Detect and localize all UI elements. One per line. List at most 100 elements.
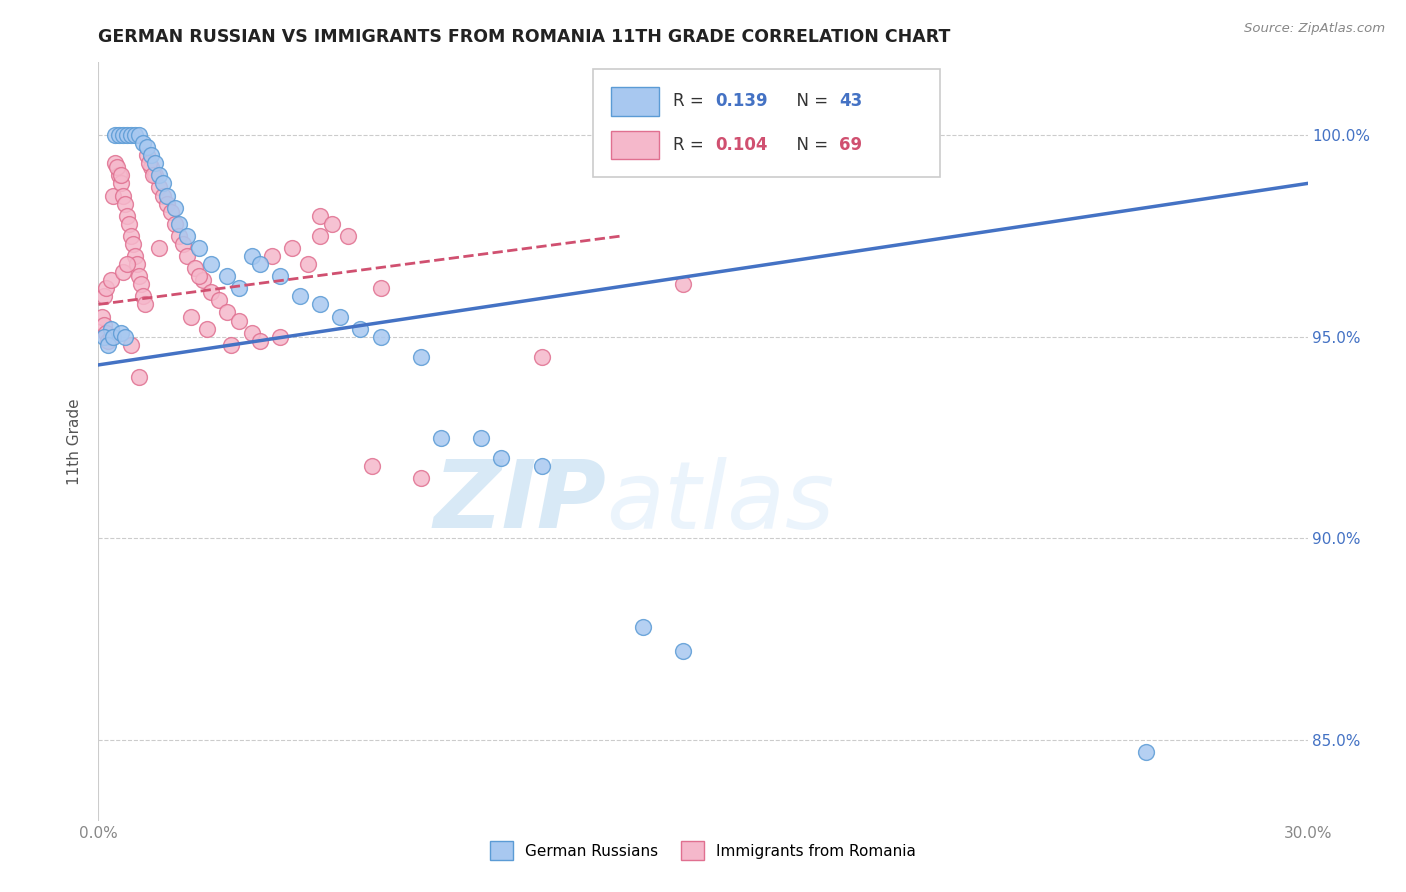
Point — [297, 257, 319, 271]
Point — [132, 289, 155, 303]
Point — [93, 318, 115, 332]
Text: 0.139: 0.139 — [716, 93, 768, 111]
Point — [97, 334, 120, 348]
Point — [361, 458, 384, 473]
Point — [288, 289, 311, 303]
Point — [115, 128, 138, 142]
Point — [114, 329, 136, 343]
Point — [129, 277, 152, 292]
Point — [96, 281, 118, 295]
Text: 0.104: 0.104 — [716, 136, 768, 153]
Text: atlas: atlas — [606, 457, 835, 548]
Point — [125, 257, 148, 271]
Point — [139, 161, 162, 175]
Point — [193, 273, 215, 287]
Point — [409, 471, 432, 485]
Point — [309, 209, 332, 223]
Point — [120, 337, 142, 351]
Text: GERMAN RUSSIAN VS IMMIGRANTS FROM ROMANIA 11TH GRADE CORRELATION CHART: GERMAN RUSSIAN VS IMMIGRANTS FROM ROMANI… — [98, 28, 950, 45]
Text: Source: ZipAtlas.com: Source: ZipAtlas.com — [1244, 22, 1385, 36]
Point — [176, 228, 198, 243]
Point — [100, 321, 122, 335]
Point — [195, 321, 218, 335]
Point — [167, 217, 190, 231]
Point — [249, 334, 271, 348]
Point — [228, 313, 250, 327]
Point — [135, 148, 157, 162]
Point — [124, 249, 146, 263]
Point — [96, 326, 118, 340]
Point — [1135, 745, 1157, 759]
Point — [156, 196, 179, 211]
Point — [110, 169, 132, 183]
Point — [148, 180, 170, 194]
Point — [188, 241, 211, 255]
Point — [240, 249, 263, 263]
Point — [110, 326, 132, 340]
Point — [260, 249, 283, 263]
Text: N =: N = — [786, 136, 834, 153]
Point — [152, 177, 174, 191]
Point — [152, 188, 174, 202]
Point — [631, 620, 654, 634]
Point — [184, 261, 207, 276]
Point — [337, 228, 360, 243]
Point — [156, 188, 179, 202]
Point — [103, 128, 125, 142]
Point — [121, 236, 143, 251]
Point — [128, 128, 150, 142]
Point — [269, 269, 291, 284]
Point — [115, 257, 138, 271]
Text: R =: R = — [673, 93, 710, 111]
Point — [530, 350, 553, 364]
Point — [97, 337, 120, 351]
Point — [105, 161, 128, 175]
Point — [470, 430, 492, 444]
Point — [163, 217, 186, 231]
Point — [114, 196, 136, 211]
Text: ZIP: ZIP — [433, 456, 606, 549]
Point — [93, 329, 115, 343]
Point — [143, 169, 166, 183]
Point — [672, 277, 695, 292]
Point — [103, 156, 125, 170]
Point — [111, 265, 134, 279]
Point — [148, 241, 170, 255]
Point — [100, 329, 122, 343]
Point — [269, 329, 291, 343]
Point — [200, 257, 222, 271]
Point — [167, 228, 190, 243]
Point — [281, 241, 304, 255]
Point — [128, 269, 150, 284]
Point — [491, 450, 513, 465]
Point — [180, 310, 202, 324]
Y-axis label: 11th Grade: 11th Grade — [67, 398, 83, 485]
Legend: German Russians, Immigrants from Romania: German Russians, Immigrants from Romania — [484, 835, 922, 866]
Point — [107, 128, 129, 142]
Text: 69: 69 — [839, 136, 862, 153]
Point — [409, 350, 432, 364]
Point — [107, 169, 129, 183]
Point — [118, 217, 141, 231]
Point — [115, 209, 138, 223]
Point — [124, 128, 146, 142]
Point — [139, 148, 162, 162]
Point — [132, 136, 155, 150]
Point — [176, 249, 198, 263]
Point — [221, 337, 243, 351]
Point — [143, 156, 166, 170]
Point — [240, 326, 263, 340]
Point — [142, 169, 165, 183]
Point — [309, 297, 332, 311]
Point — [188, 269, 211, 284]
Point — [370, 329, 392, 343]
Point — [111, 188, 134, 202]
Point — [93, 289, 115, 303]
Point — [138, 156, 160, 170]
Point — [160, 204, 183, 219]
Point — [101, 329, 124, 343]
Point — [530, 458, 553, 473]
Point — [100, 273, 122, 287]
Point — [101, 188, 124, 202]
Point — [135, 140, 157, 154]
